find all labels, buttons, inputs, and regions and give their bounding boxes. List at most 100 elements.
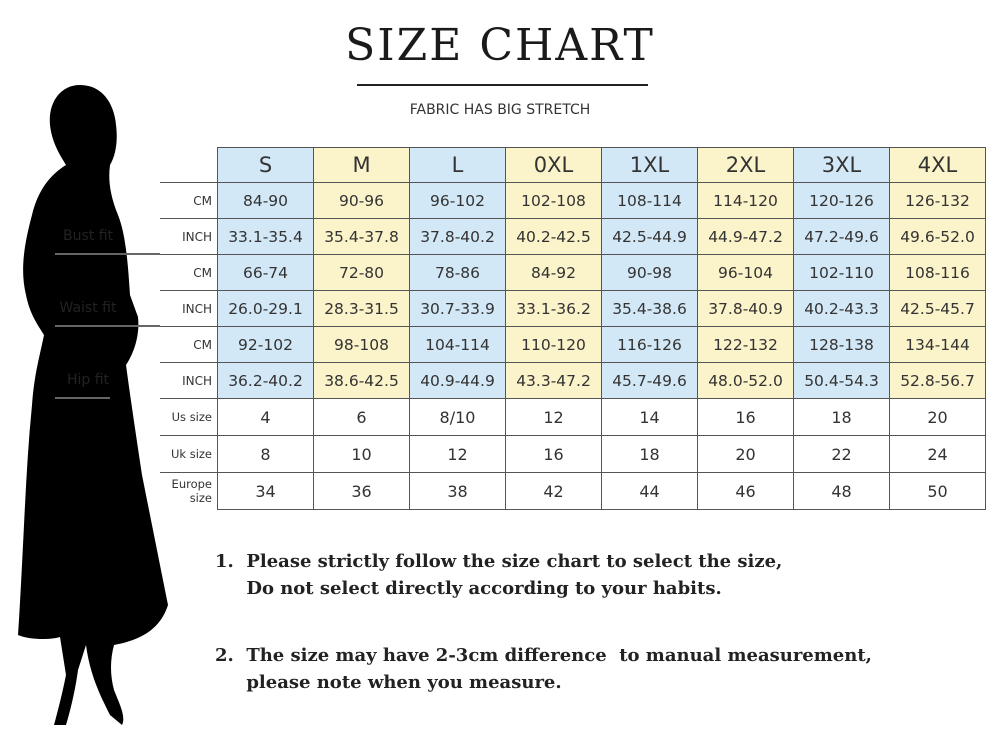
woman-silhouette-icon <box>18 85 168 725</box>
table-row: INCH 36.2-40.2 38.6-42.5 40.9-44.9 43.3-47.2… <box>160 362 986 399</box>
size-cell: 8 <box>217 435 314 473</box>
size-header: 0XL <box>505 147 602 183</box>
unit-label: CM <box>160 326 218 363</box>
measurement-cell: 42.5-45.7 <box>889 290 986 327</box>
hip-fit-label: Hip fit <box>66 372 110 388</box>
measurement-cell: 36.2-40.2 <box>217 362 314 399</box>
bust-fit-label: Bust fit <box>62 228 114 244</box>
measurement-cell: 49.6-52.0 <box>889 218 986 255</box>
table-row: CM 66-74 72-80 78-86 84-92 90-98 96-104 102-110… <box>160 254 986 291</box>
waist-fit-label: Waist fit <box>59 300 117 316</box>
size-cell: 10 <box>313 435 410 473</box>
size-cell: 18 <box>793 398 890 436</box>
size-cell: 36 <box>313 472 410 510</box>
measurement-cell: 78-86 <box>409 254 506 291</box>
measurement-cell: 30.7-33.9 <box>409 290 506 327</box>
measurement-cell: 50.4-54.3 <box>793 362 890 399</box>
unit-label: CM <box>160 254 218 291</box>
measurement-cell: 98-108 <box>313 326 410 363</box>
waist-fit-rule <box>55 325 160 327</box>
size-cell: 20 <box>889 398 986 436</box>
unit-label: INCH <box>160 290 218 327</box>
measurement-cell: 45.7-49.6 <box>601 362 698 399</box>
measurement-cell: 96-104 <box>697 254 794 291</box>
measurement-cell: 84-90 <box>217 182 314 219</box>
title-underline <box>357 84 648 86</box>
measurement-cell: 116-126 <box>601 326 698 363</box>
size-header: 2XL <box>697 147 794 183</box>
note-2-line-2: please note when you measure. <box>215 672 562 693</box>
size-cell: 24 <box>889 435 986 473</box>
measurement-cell: 44.9-47.2 <box>697 218 794 255</box>
measurement-cell: 96-102 <box>409 182 506 219</box>
size-header: M <box>313 147 410 183</box>
measurement-cell: 26.0-29.1 <box>217 290 314 327</box>
measurement-cell: 72-80 <box>313 254 410 291</box>
size-system-label: Europe size <box>160 472 218 510</box>
size-cell: 12 <box>409 435 506 473</box>
hip-fit-rule <box>55 397 110 399</box>
size-header: 4XL <box>889 147 986 183</box>
measurement-cell: 38.6-42.5 <box>313 362 410 399</box>
measurement-cell: 43.3-47.2 <box>505 362 602 399</box>
measurement-cell: 35.4-38.6 <box>601 290 698 327</box>
size-cell: 6 <box>313 398 410 436</box>
measurement-cell: 110-120 <box>505 326 602 363</box>
measurement-cell: 134-144 <box>889 326 986 363</box>
measurement-cell: 48.0-52.0 <box>697 362 794 399</box>
measurement-cell: 128-138 <box>793 326 890 363</box>
table-row: Uk size 8 10 12 16 18 20 22 24 <box>160 435 986 473</box>
size-cell: 46 <box>697 472 794 510</box>
size-cell: 50 <box>889 472 986 510</box>
measurement-cell: 37.8-40.9 <box>697 290 794 327</box>
measurement-cell: 122-132 <box>697 326 794 363</box>
table-row: INCH 26.0-29.1 28.3-31.5 30.7-33.9 33.1-36.2… <box>160 290 986 327</box>
size-chart-table: S M L 0XL 1XL 2XL 3XL 4XL CM 84-90 90-96 96-102 102-… <box>160 147 986 510</box>
size-cell: 20 <box>697 435 794 473</box>
size-cell: 22 <box>793 435 890 473</box>
measurement-cell: 47.2-49.6 <box>793 218 890 255</box>
size-cell: 12 <box>505 398 602 436</box>
empty-corner <box>160 148 218 183</box>
page-title: SIZE CHART <box>345 20 655 71</box>
table-row: CM 92-102 98-108 104-114 110-120 116-126 122-1… <box>160 326 986 363</box>
measurement-cell: 66-74 <box>217 254 314 291</box>
size-cell: 48 <box>793 472 890 510</box>
measurement-cell: 120-126 <box>793 182 890 219</box>
note-1-line-1: 1. Please strictly follow the size chart… <box>215 551 783 572</box>
size-cell: 16 <box>505 435 602 473</box>
measurement-cell: 102-110 <box>793 254 890 291</box>
size-cell: 34 <box>217 472 314 510</box>
note-1-line-2: Do not select directly according to your… <box>215 578 722 599</box>
measurement-cell: 104-114 <box>409 326 506 363</box>
measurement-cell: 42.5-44.9 <box>601 218 698 255</box>
measurement-cell: 40.9-44.9 <box>409 362 506 399</box>
measurement-cell: 40.2-43.3 <box>793 290 890 327</box>
measurement-cell: 102-108 <box>505 182 602 219</box>
bust-fit-rule <box>55 253 160 255</box>
measurement-cell: 108-114 <box>601 182 698 219</box>
measurement-cell: 108-116 <box>889 254 986 291</box>
table-row: Us size 4 6 8/10 12 14 16 18 20 <box>160 398 986 436</box>
size-header: L <box>409 147 506 183</box>
unit-label: INCH <box>160 362 218 399</box>
size-header: 1XL <box>601 147 698 183</box>
subtitle: FABRIC HAS BIG STRETCH <box>409 102 591 118</box>
measurement-cell: 92-102 <box>217 326 314 363</box>
unit-label: INCH <box>160 218 218 255</box>
header-row: S M L 0XL 1XL 2XL 3XL 4XL <box>160 147 986 183</box>
note-2-line-1: 2. The size may have 2-3cm difference to… <box>215 645 872 666</box>
size-header: 3XL <box>793 147 890 183</box>
size-header: S <box>217 147 314 183</box>
measurement-cell: 33.1-35.4 <box>217 218 314 255</box>
size-system-label: Us size <box>160 398 218 436</box>
table-row: Europe size 34 36 38 42 44 46 48 50 <box>160 472 986 510</box>
size-cell: 14 <box>601 398 698 436</box>
table-row: INCH 33.1-35.4 35.4-37.8 37.8-40.2 40.2-42.5… <box>160 218 986 255</box>
measurement-cell: 90-96 <box>313 182 410 219</box>
size-cell: 18 <box>601 435 698 473</box>
measurement-cell: 52.8-56.7 <box>889 362 986 399</box>
size-cell: 44 <box>601 472 698 510</box>
size-cell: 8/10 <box>409 398 506 436</box>
size-cell: 16 <box>697 398 794 436</box>
